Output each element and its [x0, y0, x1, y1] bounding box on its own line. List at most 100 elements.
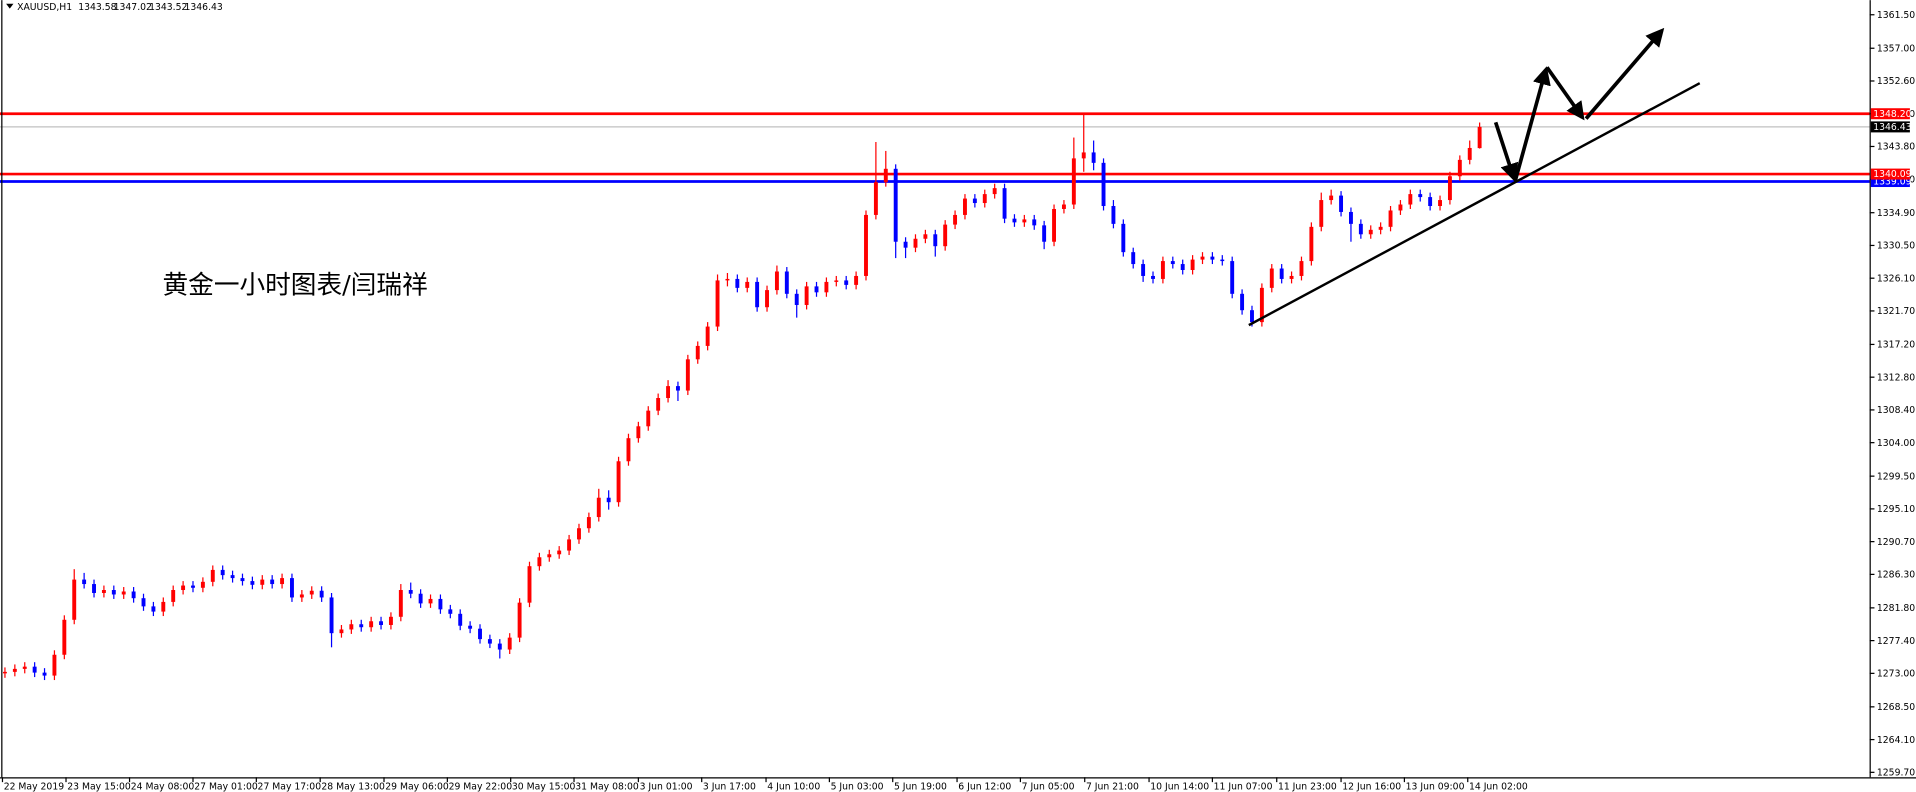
x-tick-label: 30 May 15:00: [512, 781, 576, 792]
candle-body: [1269, 268, 1274, 288]
candle-body: [230, 575, 235, 579]
candle-body: [1240, 293, 1245, 311]
candle-body: [369, 621, 374, 628]
candle-body: [646, 410, 651, 427]
ohlc-open: 1343.58: [78, 2, 116, 13]
price-level-label: 1339.09: [1873, 177, 1911, 188]
y-tick-label: 1326.10: [1877, 273, 1915, 284]
candle-body: [1368, 229, 1373, 235]
candle-body: [953, 214, 958, 225]
candle-body: [666, 386, 671, 399]
candle-body: [1151, 275, 1155, 279]
candle-body: [408, 590, 413, 594]
candle-body: [171, 590, 176, 602]
candle-body: [1012, 218, 1017, 223]
candle-body: [388, 616, 393, 625]
candle-body: [1170, 261, 1175, 265]
price-level-tag: [1870, 168, 1910, 180]
y-tick-label: 1259.70: [1877, 768, 1915, 779]
candle-body: [735, 278, 740, 288]
candle-body: [626, 438, 631, 462]
candle-body: [755, 281, 760, 308]
candle-body: [784, 271, 789, 294]
candle-body: [1111, 206, 1116, 224]
candle-body: [448, 609, 453, 614]
x-tick-label: 29 May 22:00: [449, 781, 513, 792]
candle-body: [1200, 256, 1205, 260]
levels: [0, 112, 1870, 183]
candle-body: [1398, 204, 1403, 211]
candle-body: [1447, 176, 1452, 201]
candle-body: [883, 168, 888, 183]
candle-body: [1141, 264, 1146, 276]
candle-body: [12, 668, 17, 672]
candle-body: [1091, 152, 1096, 163]
price-level-label: 1340.09: [1873, 169, 1911, 180]
candle-body: [131, 591, 136, 599]
y-tick-label: 1281.80: [1877, 603, 1915, 614]
x-tick-label: 27 May 17:00: [258, 781, 322, 792]
x-tick-label: 3 Jun 17:00: [703, 781, 756, 792]
candle-body: [1378, 226, 1383, 230]
candle-body: [359, 624, 364, 628]
candle-body: [1428, 197, 1433, 207]
candle-body: [1408, 194, 1413, 205]
x-tick-label: 22 May 2019: [4, 781, 65, 792]
candle-body: [685, 359, 690, 391]
candle-body: [814, 286, 819, 293]
candle-body: [557, 550, 562, 555]
candle-body: [804, 286, 809, 305]
candle-body: [864, 214, 868, 276]
candle-body: [1339, 195, 1344, 212]
candle-body: [299, 594, 304, 598]
candle-body: [1210, 256, 1215, 260]
x-tick-label: 5 Jun 19:00: [894, 781, 947, 792]
candle-body: [517, 602, 522, 638]
menu-triangle: [6, 3, 14, 9]
candle-body: [398, 590, 403, 617]
y-tick-label: 1308.40: [1877, 405, 1915, 416]
candle-body: [72, 579, 77, 620]
candle-body: [873, 182, 878, 215]
candle-body: [260, 579, 265, 585]
candle-body: [725, 278, 730, 281]
y-tick-label: 1277.40: [1877, 636, 1915, 647]
candle-body: [1190, 259, 1195, 271]
candle-body: [52, 654, 57, 676]
candle-body: [478, 628, 482, 640]
x-tick-label: 13 Jun 09:00: [1406, 781, 1465, 792]
candle-body: [1418, 194, 1423, 198]
x-tick-label: 27 May 01:00: [194, 781, 258, 792]
candle-body: [1279, 268, 1284, 279]
candle-body: [1438, 200, 1442, 207]
arrow: [1493, 121, 1519, 182]
price-level-label: 1348.20: [1873, 109, 1911, 120]
y-tick-label: 1286.30: [1877, 570, 1915, 581]
candle-body: [1131, 252, 1136, 265]
candle-body: [1329, 195, 1334, 201]
drawings: [1248, 27, 1701, 327]
ohlc-high: 1347.02: [114, 2, 152, 13]
candle-body: [92, 584, 96, 593]
candle-body: [1349, 211, 1353, 224]
y-tick-label: 1290.70: [1877, 537, 1915, 548]
candle-body: [1061, 204, 1066, 209]
x-tick-label: 4 Jun 10:00: [767, 781, 820, 792]
candle-body: [42, 672, 47, 676]
candle-body: [1121, 223, 1126, 253]
candle-body: [1071, 158, 1076, 205]
candle-body: [82, 579, 87, 585]
candles: [2, 112, 1482, 681]
arrow: [1545, 66, 1585, 121]
price-level-tag: [1870, 121, 1910, 133]
candle-body: [309, 590, 314, 595]
y-tick-label: 1264.10: [1877, 735, 1915, 746]
candle-body: [972, 198, 977, 204]
candle-body: [844, 280, 849, 285]
candle-body: [745, 281, 750, 288]
candle-body: [1358, 223, 1363, 235]
candle-body: [636, 426, 641, 439]
candle-body: [329, 597, 334, 634]
